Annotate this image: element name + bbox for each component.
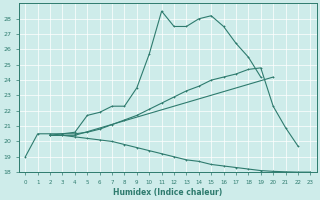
X-axis label: Humidex (Indice chaleur): Humidex (Indice chaleur): [113, 188, 222, 197]
